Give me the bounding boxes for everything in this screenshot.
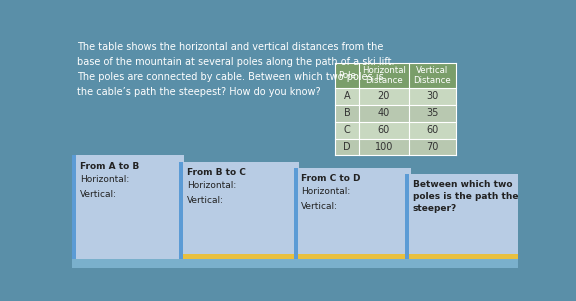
FancyBboxPatch shape [183,254,299,259]
FancyBboxPatch shape [335,105,456,122]
FancyBboxPatch shape [335,88,456,105]
Text: 60: 60 [426,125,438,135]
Text: C: C [344,125,351,135]
FancyBboxPatch shape [406,174,409,259]
Text: Vertical
Distance: Vertical Distance [414,66,451,85]
Text: 70: 70 [426,142,438,152]
FancyBboxPatch shape [335,122,456,138]
Text: Horizontal
Distance: Horizontal Distance [362,66,406,85]
Text: 60: 60 [378,125,390,135]
Text: 35: 35 [426,108,438,118]
FancyBboxPatch shape [409,174,518,259]
Text: Vertical:: Vertical: [187,196,223,205]
Text: Horizontal:: Horizontal: [187,181,236,190]
FancyBboxPatch shape [335,138,456,156]
FancyBboxPatch shape [183,162,299,259]
Text: From A to B: From A to B [79,162,139,171]
FancyBboxPatch shape [298,254,411,259]
FancyBboxPatch shape [294,168,298,259]
Text: B: B [344,108,351,118]
Text: Pole: Pole [338,71,356,80]
Text: 30: 30 [426,91,438,101]
Text: D: D [343,142,351,152]
FancyBboxPatch shape [335,63,456,88]
FancyBboxPatch shape [179,162,183,259]
Text: The table shows the horizontal and vertical distances from the
base of the mount: The table shows the horizontal and verti… [77,42,395,97]
Text: Between which two
poles is the path the
steeper?: Between which two poles is the path the … [413,180,518,213]
Text: Vertical:: Vertical: [301,203,338,211]
Text: From B to C: From B to C [187,168,245,177]
FancyBboxPatch shape [76,156,184,259]
Text: 40: 40 [378,108,390,118]
Text: Horizontal:: Horizontal: [301,187,351,196]
Text: A: A [344,91,350,101]
Text: 100: 100 [375,142,393,152]
FancyBboxPatch shape [298,168,411,259]
FancyBboxPatch shape [409,254,518,259]
Text: 20: 20 [378,91,390,101]
Text: Horizontal:: Horizontal: [79,175,129,184]
Text: From C to D: From C to D [301,174,361,183]
Text: Vertical:: Vertical: [79,190,117,199]
FancyBboxPatch shape [72,156,76,259]
FancyBboxPatch shape [72,259,518,268]
